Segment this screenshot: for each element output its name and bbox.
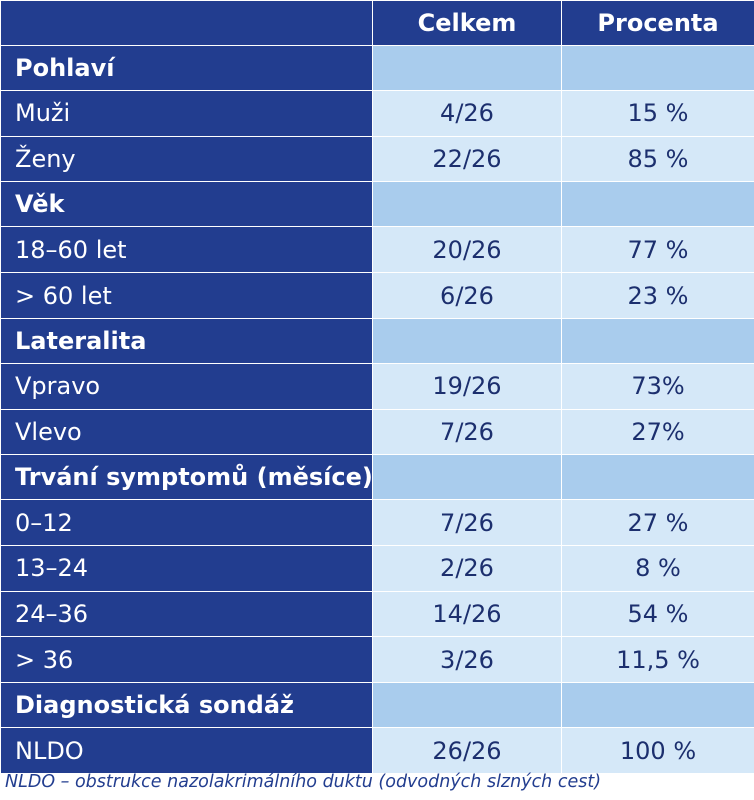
table-caption: NLDO – obstrukce nazolakrimálního duktu … (5, 772, 602, 792)
section-row: Pohlaví (0, 45, 754, 92)
section-empty-cell (561, 45, 754, 92)
section-title: Trvání symptomů (měsíce) (0, 454, 373, 501)
section-empty-cell (561, 181, 754, 228)
section-empty-cell (372, 181, 562, 228)
row-percent: 11,5 % (561, 636, 754, 684)
section-title: Diagnostická sondáž (0, 682, 373, 729)
row-total: 7/26 (372, 408, 562, 456)
section-row: Lateralita (0, 317, 754, 364)
row-label: 24–36 (0, 590, 373, 638)
row-total: 7/26 (372, 499, 562, 546)
table-row: > 36 3/26 11,5 % (0, 636, 754, 684)
section-title: Věk (0, 181, 373, 228)
row-label: Muži (0, 90, 373, 137)
table-row: 24–36 14/26 54 % (0, 590, 754, 638)
table-row: Ženy 22/26 85 % (0, 135, 754, 183)
section-empty-cell (372, 45, 562, 92)
row-label: > 36 (0, 636, 373, 684)
section-empty-cell (372, 317, 562, 364)
section-title: Lateralita (0, 317, 373, 364)
section-row: Věk (0, 181, 754, 228)
row-percent: 77 % (561, 226, 754, 274)
row-percent: 27% (561, 408, 754, 456)
section-empty-cell (561, 317, 754, 364)
section-empty-cell (561, 454, 754, 501)
table-row: > 60 let 6/26 23 % (0, 272, 754, 319)
row-label: 13–24 (0, 545, 373, 592)
row-total: 20/26 (372, 226, 562, 274)
row-percent: 8 % (561, 545, 754, 592)
section-row: Trvání symptomů (měsíce) (0, 454, 754, 501)
row-percent: 85 % (561, 135, 754, 183)
row-percent: 54 % (561, 590, 754, 638)
row-total: 22/26 (372, 135, 562, 183)
row-label: Ženy (0, 135, 373, 183)
header-empty-cell (0, 0, 373, 47)
row-total: 14/26 (372, 590, 562, 638)
row-total: 3/26 (372, 636, 562, 684)
table-row: NLDO 26/26 100 % (0, 727, 754, 774)
row-total: 2/26 (372, 545, 562, 592)
row-total: 26/26 (372, 727, 562, 774)
section-row: Diagnostická sondáž (0, 682, 754, 729)
row-percent: 73% (561, 362, 754, 410)
table-row: 13–24 2/26 8 % (0, 545, 754, 592)
row-total: 4/26 (372, 90, 562, 137)
header-celkem: Celkem (372, 0, 562, 47)
header-procenta: Procenta (561, 0, 754, 47)
section-title: Pohlaví (0, 45, 373, 92)
section-empty-cell (372, 454, 562, 501)
section-empty-cell (561, 682, 754, 729)
data-table: Celkem Procenta Pohlaví Muži 4/26 15 % Ženy 2… (0, 0, 754, 774)
row-total: 19/26 (372, 362, 562, 410)
row-label: Vlevo (0, 408, 373, 456)
table-row: Vpravo 19/26 73% (0, 362, 754, 410)
table-row: Vlevo 7/26 27% (0, 408, 754, 456)
table-row: Muži 4/26 15 % (0, 90, 754, 137)
row-percent: 23 % (561, 272, 754, 319)
header-row: Celkem Procenta (0, 0, 754, 47)
row-percent: 15 % (561, 90, 754, 137)
row-label: 18–60 let (0, 226, 373, 274)
row-label: Vpravo (0, 362, 373, 410)
row-percent: 27 % (561, 499, 754, 546)
table-row: 0–12 7/26 27 % (0, 499, 754, 546)
table-row: 18–60 let 20/26 77 % (0, 226, 754, 274)
section-empty-cell (372, 682, 562, 729)
row-label: NLDO (0, 727, 373, 774)
row-percent: 100 % (561, 727, 754, 774)
row-label: > 60 let (0, 272, 373, 319)
row-label: 0–12 (0, 499, 373, 546)
row-total: 6/26 (372, 272, 562, 319)
